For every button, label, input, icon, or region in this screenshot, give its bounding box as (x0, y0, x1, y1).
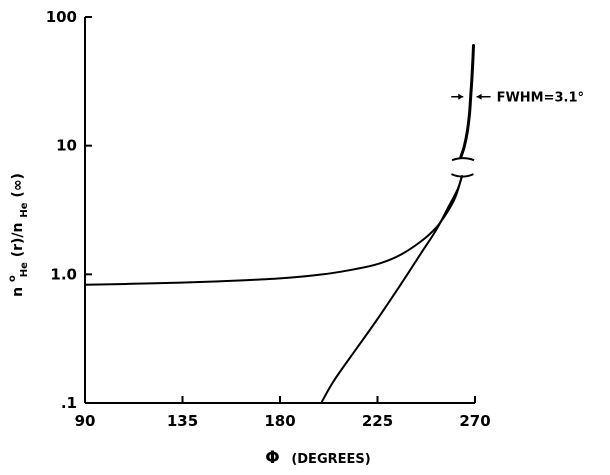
break-marks (451, 157, 475, 178)
y-tick-label: 10 (56, 137, 77, 155)
y-axis-title: n o He (r)/n He (∞) (3, 173, 31, 297)
x-axis-title: Φ (DEGREES) (265, 448, 370, 468)
x-tick-label: 225 (362, 412, 393, 430)
axes (84, 16, 476, 404)
x-tick-label: 135 (167, 412, 198, 430)
series-1-line (84, 175, 463, 286)
fwhm-arrowhead-right (476, 93, 482, 100)
series-2-line (320, 175, 463, 404)
y-axis-mid: (r)/n (10, 222, 26, 257)
y-axis-sub1: He (19, 262, 30, 277)
x-tick-label: 90 (75, 412, 96, 430)
y-axis-n: n (10, 287, 26, 297)
x-tick-label: 180 (264, 412, 295, 430)
y-axis-sup: o (7, 275, 18, 282)
tick-labels: 90 135 180 225 270 100 10 1.0 .1 (46, 8, 491, 430)
break-mark-lower (451, 173, 474, 178)
y-tick-label: 100 (46, 8, 77, 26)
y-axis-sub2: He (19, 202, 30, 217)
x-axis-symbol: Φ (265, 448, 279, 468)
annotations: FWHM=3.1° (451, 91, 584, 106)
y-tick-label: .1 (61, 394, 77, 412)
x-tick-label: 270 (459, 412, 490, 430)
x-axis-unit: (DEGREES) (291, 452, 370, 467)
y-axis-end: (∞) (10, 173, 26, 197)
series-3-line (459, 44, 475, 159)
fwhm-label: FWHM=3.1° (497, 91, 584, 106)
series-group (84, 44, 475, 404)
y-tick-label: 1.0 (50, 265, 77, 283)
break-mark-upper (451, 157, 475, 162)
fwhm-arrowhead-left (458, 93, 464, 100)
